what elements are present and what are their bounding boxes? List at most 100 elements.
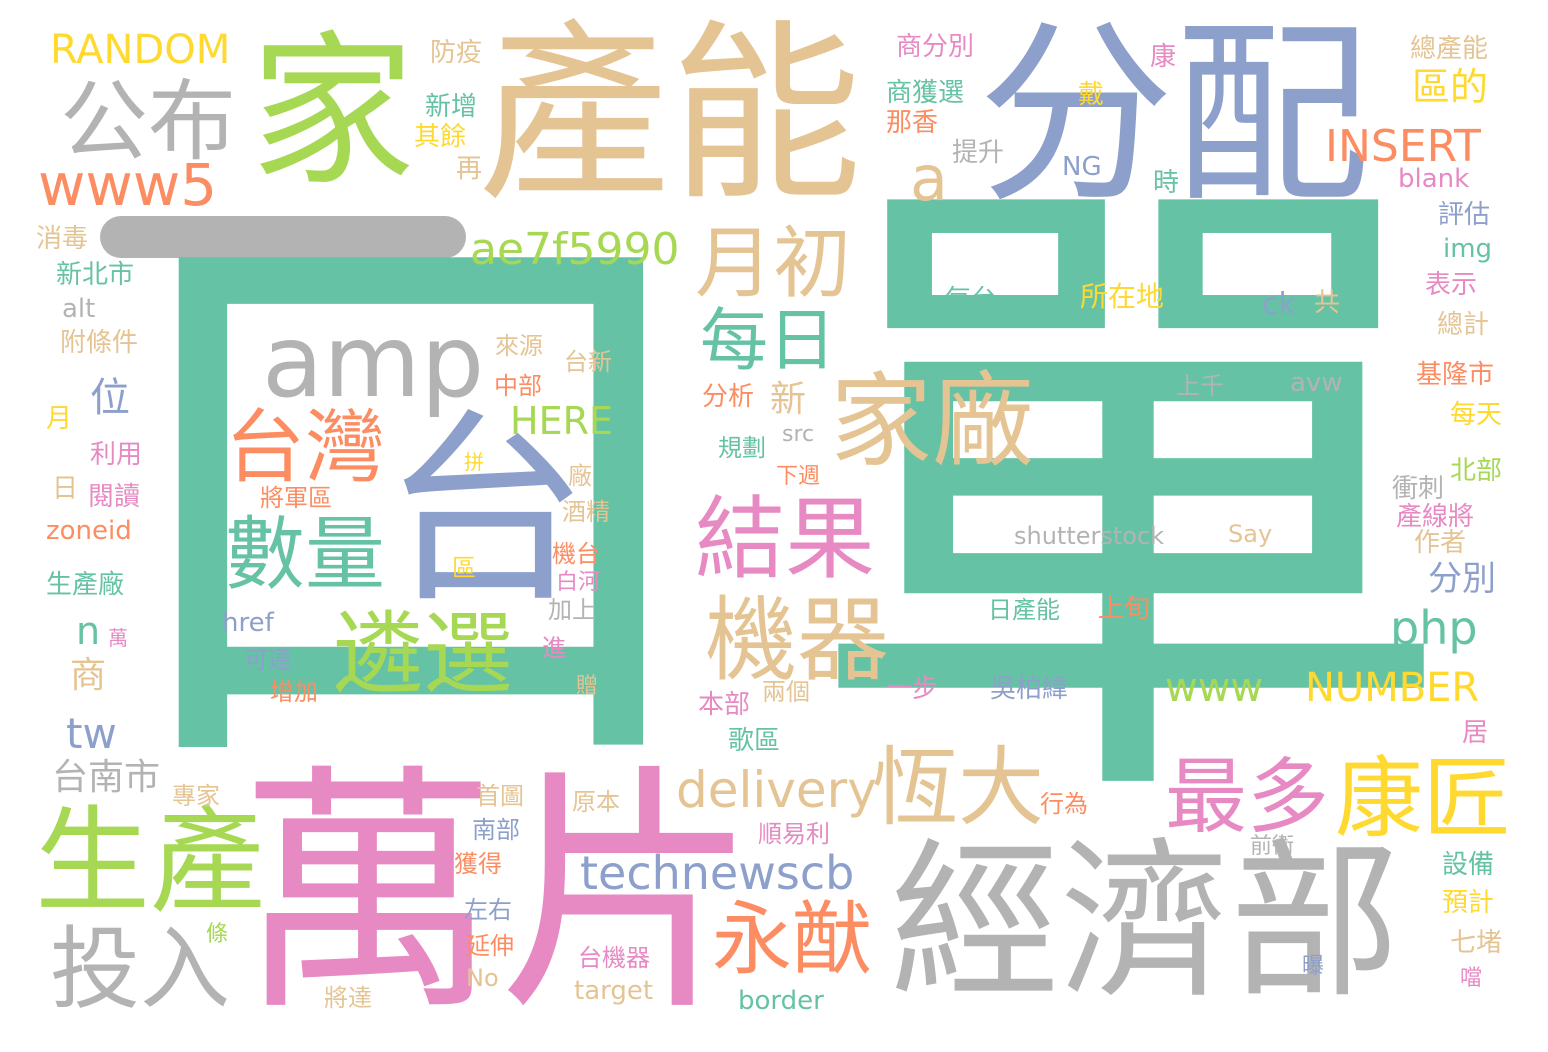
word: blank [1398,164,1470,194]
word: 商 [70,655,107,696]
word: 噹 [1460,966,1483,991]
word: 生產廠 [46,570,125,600]
word: 區的 [1412,65,1489,109]
word: 分別 [1428,559,1496,599]
word: 南部 [472,816,520,844]
word: technewscb [580,846,855,900]
word: 下週 [776,464,821,489]
word: 家廠 [830,363,1034,482]
word: 左右 [464,896,512,924]
word: 每台 [945,285,998,315]
word: 經濟部 [890,824,1401,1022]
word: 中部 [494,372,542,400]
word: 衝刺 [1392,474,1445,504]
word: ck [1262,287,1296,322]
word: tw [66,709,117,758]
word: 順易利 [758,820,830,848]
word: 歌區 [728,726,781,756]
word: 日產能 [988,596,1060,624]
word: zoneid [46,516,132,546]
word: 商分別 [896,32,975,62]
word: 新增 [425,92,478,122]
word: 七堵 [1450,928,1503,958]
word: 酒精 [562,498,610,526]
word: INSERT [1325,121,1481,172]
word: RANDOM [50,27,231,73]
word: 其餘 [414,122,467,152]
word: 閱讀 [88,482,141,512]
word: 台南市 [52,757,161,798]
word: NUMBER [1305,665,1480,711]
word: 預計 [1442,888,1495,918]
word: 共 [1314,288,1341,318]
word: 產能 [478,4,862,227]
word: 專家 [172,782,220,810]
word: 設備 [1442,850,1495,880]
word: 區 [452,554,476,582]
word: 分析 [702,382,755,412]
word: 康 [1150,42,1177,72]
word: 結果 [695,487,875,592]
word: 上千 [1176,372,1224,400]
word: 本部 [698,690,751,720]
word: 將達 [324,984,372,1012]
word: 提升 [952,138,1005,168]
word: 消毒 [36,224,89,254]
word: 將軍區 [260,484,332,512]
word: 吳柏緯 [990,674,1069,704]
word: 台機器 [578,944,650,972]
word: 拼 [464,450,484,474]
word: avw [1290,368,1343,398]
word: Say [1228,520,1273,548]
word: 生產 [35,795,266,929]
word: 基隆市 [1416,360,1495,390]
word: 機台 [552,540,600,568]
word: shutterstock [1014,522,1165,550]
word: 單 [800,115,1460,884]
word: 前衛 [1250,834,1295,859]
word: HERE [510,399,613,443]
word: 戴 [1078,80,1105,110]
word: 新北市 [56,260,135,290]
gray-bar-shape [100,216,466,258]
word: 北部 [1450,456,1503,486]
word: 所在地 [1080,280,1165,313]
word: www5 [38,151,218,219]
word: a [910,142,948,215]
word: 總產能 [1410,34,1489,64]
word: href [222,608,274,638]
word: 加上 [548,596,596,624]
word: NG [1062,152,1102,182]
word: php [1390,601,1478,655]
word: 來源 [495,332,543,360]
word: 上旬 [1098,594,1151,624]
word: 附條件 [60,328,139,358]
word: 萬片 [238,744,758,1046]
word: 可達 [244,646,292,674]
word: 家 [250,16,415,208]
word: 每日 [700,302,837,381]
word: 永猷 [712,893,872,986]
word: 利用 [90,440,143,470]
word: 口 [100,139,720,860]
word: 總計 [1437,310,1490,340]
word: 獲得 [454,850,502,878]
word: 時 [1153,168,1180,198]
word: 再 [456,154,483,184]
word: 分配 [978,2,1371,230]
word: 台新 [564,348,612,376]
word: 一步 [886,674,939,704]
word: 評估 [1438,200,1491,230]
word: alt [62,294,96,324]
word: img [1443,234,1493,264]
word: 商獲選 [886,78,965,108]
word: 廠 [568,462,592,490]
word: 位 [90,375,130,421]
word: target [574,976,654,1006]
word: www [1165,665,1264,711]
word: 延伸 [466,932,514,960]
word: 增加 [270,678,318,706]
word: 每天 [1450,400,1503,430]
word: delivery [676,761,877,819]
